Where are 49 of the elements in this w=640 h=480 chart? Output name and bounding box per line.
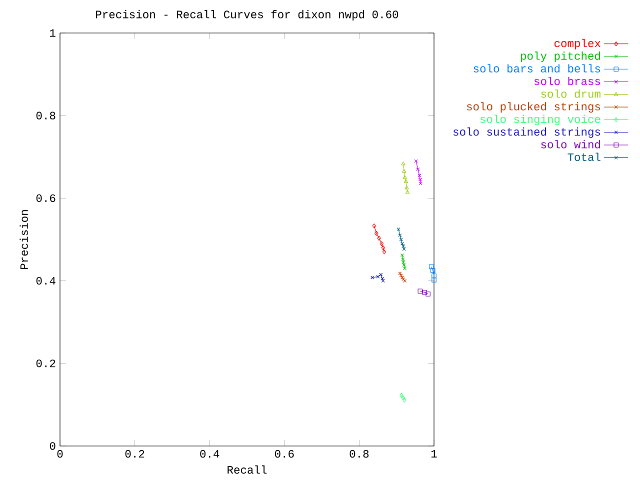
x-axis-title: Recall <box>228 465 267 474</box>
legend-label: poly pitched <box>521 52 600 62</box>
point <box>402 168 406 173</box>
point <box>418 288 423 294</box>
point <box>404 185 409 190</box>
legend-label: solo bars and bells <box>474 64 600 72</box>
legend-label: solo wind <box>541 140 600 148</box>
point <box>400 242 404 246</box>
y-tick-label: 0.2 <box>36 360 56 368</box>
point <box>399 238 403 242</box>
point <box>402 398 406 403</box>
point <box>400 392 404 398</box>
x-tick-label: 0 <box>57 450 63 458</box>
point <box>426 292 430 296</box>
point <box>377 236 381 241</box>
point <box>398 234 402 238</box>
point <box>430 268 436 273</box>
y-tick-label: 0 <box>50 442 56 450</box>
point <box>422 290 428 295</box>
point <box>432 273 436 278</box>
legend-label: Total <box>568 152 600 161</box>
point <box>374 230 378 236</box>
point <box>380 241 384 246</box>
x-tick-label: 1 <box>431 450 437 458</box>
legend-label: complex <box>554 38 600 50</box>
point <box>404 179 408 184</box>
point <box>428 264 434 270</box>
y-tick-label: 0.4 <box>36 276 56 285</box>
legend-label: solo plucked strings <box>466 102 600 113</box>
x-tick-label: 0.6 <box>274 450 294 458</box>
legend-label: solo drum <box>541 89 600 98</box>
y-axis-title: Precision <box>20 210 28 269</box>
legend-label: solo singing voice <box>480 114 600 126</box>
legend-label: solo brass <box>534 76 600 86</box>
point <box>402 175 407 179</box>
x-tick-label: 0.2 <box>125 450 144 458</box>
y-tick-label: 0.8 <box>36 112 56 120</box>
x-tick-label: 0.8 <box>350 450 369 458</box>
y-tick-label: 1 <box>50 29 56 37</box>
point <box>416 168 420 172</box>
point <box>401 258 405 262</box>
x-tick-label: 0.4 <box>200 450 220 458</box>
y-tick-label: 0.6 <box>36 194 56 202</box>
point <box>402 260 406 264</box>
point <box>432 278 436 282</box>
point <box>418 174 422 178</box>
legend-label: solo sustained strings <box>453 127 600 138</box>
chart-title: Precision - Recall Curves for dixon nwpd 0.60 <box>96 10 398 21</box>
point <box>381 245 386 250</box>
